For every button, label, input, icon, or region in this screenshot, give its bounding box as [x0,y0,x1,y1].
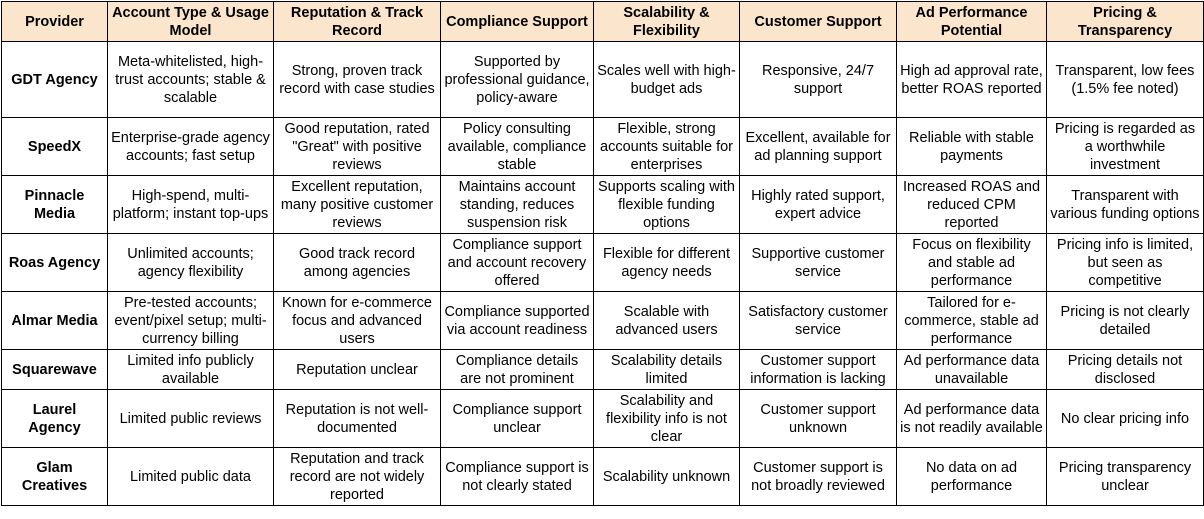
scalability-cell: Flexible for different agency needs [593,233,740,292]
customer-support-cell: Excellent, available for ad planning sup… [739,117,897,176]
account-type-cell: Limited public data [107,447,274,506]
table-row: Glam Creatives Limited public data Reput… [1,447,1204,506]
ad-performance-cell: Tailored for e-commerce, stable ad perfo… [896,291,1047,350]
ad-performance-cell: No data on ad performance [896,447,1047,506]
header-ad-performance: Ad Performance Potential [896,1,1047,42]
provider-cell: Almar Media [1,291,108,350]
customer-support-cell: Highly rated support, expert advice [739,175,897,234]
pricing-cell: Pricing details not disclosed [1046,349,1204,390]
reputation-cell: Strong, proven track record with case st… [273,41,441,118]
table-row: Laurel Agency Limited public reviews Rep… [1,389,1204,448]
header-reputation: Reputation & Track Record [273,1,441,42]
provider-cell: Pinnacle Media [1,175,108,234]
reputation-cell: Reputation and track record are not wide… [273,447,441,506]
compliance-cell: Policy consulting available, compliance … [440,117,594,176]
provider-cell: SpeedX [1,117,108,176]
reputation-cell: Excellent reputation, many positive cust… [273,175,441,234]
pricing-cell: Transparent, low fees (1.5% fee noted) [1046,41,1204,118]
scalability-cell: Scalability unknown [593,447,740,506]
ad-performance-cell: Increased ROAS and reduced CPM reported [896,175,1047,234]
reputation-cell: Good track record among agencies [273,233,441,292]
pricing-cell: No clear pricing info [1046,389,1204,448]
table-row: Roas Agency Unlimited accounts; agency f… [1,233,1204,292]
compliance-cell: Compliance support unclear [440,389,594,448]
reputation-cell: Reputation is not well-documented [273,389,441,448]
reputation-cell: Good reputation, rated "Great" with posi… [273,117,441,176]
account-type-cell: Meta-whitelisted, high-trust accounts; s… [107,41,274,118]
table-row: Pinnacle Media High-spend, multi-platfor… [1,175,1204,234]
provider-cell: Laurel Agency [1,389,108,448]
compliance-cell: Compliance details are not prominent [440,349,594,390]
header-account-type: Account Type & Usage Model [107,1,274,42]
table-row: SpeedX Enterprise-grade agency accounts;… [1,117,1204,176]
account-type-cell: High-spend, multi-platform; instant top-… [107,175,274,234]
header-scalability: Scalability & Flexibility [593,1,740,42]
customer-support-cell: Responsive, 24/7 support [739,41,897,118]
account-type-cell: Unlimited accounts; agency flexibility [107,233,274,292]
header-pricing: Pricing & Transparency [1046,1,1204,42]
scalability-cell: Scalable with advanced users [593,291,740,350]
compliance-cell: Compliance supported via account readine… [440,291,594,350]
pricing-cell: Pricing info is limited, but seen as com… [1046,233,1204,292]
compliance-cell: Supported by professional guidance, poli… [440,41,594,118]
scalability-cell: Scalability details limited [593,349,740,390]
customer-support-cell: Customer support information is lacking [739,349,897,390]
customer-support-cell: Customer support unknown [739,389,897,448]
customer-support-cell: Supportive customer service [739,233,897,292]
ad-performance-cell: Ad performance data unavailable [896,349,1047,390]
header-compliance: Compliance Support [440,1,594,42]
account-type-cell: Limited info publicly available [107,349,274,390]
provider-cell: Roas Agency [1,233,108,292]
pricing-cell: Pricing is not clearly detailed [1046,291,1204,350]
ad-performance-cell: High ad approval rate, better ROAS repor… [896,41,1047,118]
header-row: Provider Account Type & Usage Model Repu… [1,1,1204,42]
ad-performance-cell: Reliable with stable payments [896,117,1047,176]
scalability-cell: Scales well with high-budget ads [593,41,740,118]
scalability-cell: Flexible, strong accounts suitable for e… [593,117,740,176]
header-customer-support: Customer Support [739,1,897,42]
ad-performance-cell: Focus on flexibility and stable ad perfo… [896,233,1047,292]
scalability-cell: Supports scaling with flexible funding o… [593,175,740,234]
provider-cell: Glam Creatives [1,447,108,506]
header-provider: Provider [1,1,108,42]
scalability-cell: Scalability and flexibility info is not … [593,389,740,448]
provider-cell: GDT Agency [1,41,108,118]
pricing-cell: Transparent with various funding options [1046,175,1204,234]
ad-performance-cell: Ad performance data is not readily avail… [896,389,1047,448]
account-type-cell: Limited public reviews [107,389,274,448]
pricing-cell: Pricing is regarded as a worthwhile inve… [1046,117,1204,176]
table-row: Squarewave Limited info publicly availab… [1,349,1204,390]
compliance-cell: Compliance support is not clearly stated [440,447,594,506]
provider-cell: Squarewave [1,349,108,390]
customer-support-cell: Satisfactory customer service [739,291,897,350]
pricing-cell: Pricing transparency unclear [1046,447,1204,506]
compliance-cell: Maintains account standing, reduces susp… [440,175,594,234]
account-type-cell: Enterprise-grade agency accounts; fast s… [107,117,274,176]
table-row: Almar Media Pre-tested accounts; event/p… [1,291,1204,350]
compliance-cell: Compliance support and account recovery … [440,233,594,292]
account-type-cell: Pre-tested accounts; event/pixel setup; … [107,291,274,350]
reputation-cell: Reputation unclear [273,349,441,390]
customer-support-cell: Customer support is not broadly reviewed [739,447,897,506]
reputation-cell: Known for e-commerce focus and advanced … [273,291,441,350]
provider-comparison-table: Provider Account Type & Usage Model Repu… [1,1,1204,506]
table-row: GDT Agency Meta-whitelisted, high-trust … [1,41,1204,118]
